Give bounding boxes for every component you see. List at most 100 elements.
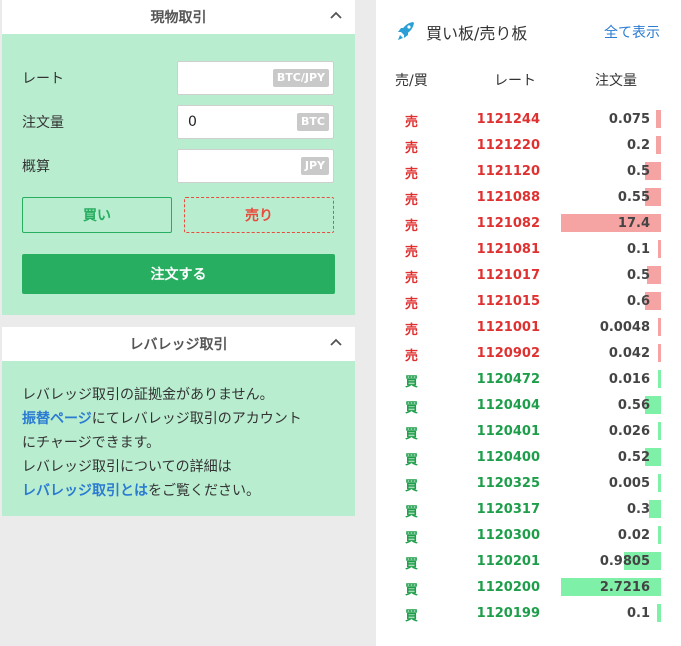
place-order-button[interactable]: 注文する [22,254,335,294]
depth-bar [645,162,661,180]
row-price: 1121017 [476,268,540,283]
order-book-row[interactable]: 売 1121015 0.6 [376,289,681,315]
amount-unit-badge: BTC [297,113,329,131]
order-book-row[interactable]: 売 1121244 0.075 [376,107,681,133]
leverage-info: レバレッジ取引の証拠金がありません。 振替ページにてレバレッジ取引のアカウント … [2,361,355,516]
row-price: 1121088 [476,190,540,205]
row-side: 売 [405,115,419,130]
leverage-panel-title: レバレッジ取引 [129,337,228,353]
row-side: 売 [405,245,419,260]
row-price: 1120325 [476,476,540,491]
order-book-row[interactable]: 売 1120902 0.042 [376,341,681,367]
depth-bar [649,500,661,518]
column-header-quantity: 注文量 [595,73,637,89]
depth-bar [647,266,661,284]
row-price: 1120200 [476,580,540,595]
row-quantity: 0.1 [626,242,650,257]
depth-bar [658,474,661,492]
rate-unit-badge: BTC/JPY [272,69,329,87]
buy-side-button[interactable]: 買い [22,197,172,233]
order-book-row[interactable]: 売 1121120 0.5 [376,159,681,185]
estimate-label: 概算 [22,159,50,175]
row-quantity: 0.02 [617,528,650,543]
order-book-row[interactable]: 買 1120199 0.1 [376,601,681,627]
row-side: 買 [405,479,419,494]
column-header-rate: レート [494,73,536,89]
order-book-row[interactable]: 買 1120400 0.52 [376,445,681,471]
row-side: 買 [405,401,419,416]
row-quantity: 0.042 [608,346,650,361]
row-quantity: 0.5 [626,268,650,283]
spot-order-form: レート BTC/JPY 注文量 0 BTC 概算 JPY 買い 売り 注文する [2,34,355,315]
spot-panel-title: 現物取引 [150,10,207,26]
depth-bar [658,526,661,544]
depth-bar [658,318,661,336]
row-price: 1120400 [476,450,540,465]
leverage-info-line: レバレッジ取引とはをご覧ください。 [22,483,260,499]
row-price: 1121001 [476,320,540,335]
row-price: 1120317 [476,502,540,517]
order-book-row[interactable]: 買 1120317 0.3 [376,497,681,523]
row-quantity: 0.016 [608,372,650,387]
order-book-row[interactable]: 売 1121082 17.4 [376,211,681,237]
amount-input[interactable]: 0 BTC [177,105,334,139]
order-book-row[interactable]: 買 1120200 2.7216 [376,575,681,601]
amount-row: 注文量 0 BTC [22,105,335,139]
order-book-row[interactable]: 売 1121088 0.55 [376,185,681,211]
row-quantity: 0.56 [617,398,650,413]
order-book-row[interactable]: 買 1120201 0.9805 [376,549,681,575]
order-book-title: 買い板/売り板 [426,24,528,43]
order-book-row[interactable]: 買 1120300 0.02 [376,523,681,549]
order-book-row[interactable]: 売 1121220 0.2 [376,133,681,159]
sell-side-button[interactable]: 売り [184,197,334,233]
row-quantity: 0.3 [626,502,650,517]
chevron-up-icon[interactable] [329,9,343,23]
depth-bar [656,136,661,154]
row-quantity: 0.075 [608,112,650,127]
order-book-row[interactable]: 売 1121017 0.5 [376,263,681,289]
depth-bar [645,396,661,414]
rate-input[interactable]: BTC/JPY [177,61,334,95]
row-side: 売 [405,323,419,338]
row-price: 1120472 [476,372,540,387]
row-quantity: 0.0048 [599,320,650,335]
spot-panel-header[interactable]: 現物取引 [2,0,355,34]
order-book-row[interactable]: 買 1120472 0.016 [376,367,681,393]
estimate-row: 概算 JPY [22,149,335,183]
chevron-up-icon[interactable] [329,336,343,350]
row-quantity: 2.7216 [599,580,650,595]
order-book-row[interactable]: 売 1121001 0.0048 [376,315,681,341]
row-price: 1120404 [476,398,540,413]
show-all-link[interactable]: 全て表示 [604,25,660,41]
order-book-row[interactable]: 買 1120325 0.005 [376,471,681,497]
leverage-info-line: レバレッジ取引の証拠金がありません。 [22,387,274,403]
transfer-page-link[interactable]: 振替ページ [22,411,92,427]
row-quantity: 0.1 [626,606,650,621]
depth-bar [645,448,661,466]
row-price: 1121081 [476,242,540,257]
row-quantity: 17.4 [617,216,650,231]
row-price: 1121015 [476,294,540,309]
row-quantity: 0.52 [617,450,650,465]
leverage-panel-header[interactable]: レバレッジ取引 [2,327,355,361]
order-book-row[interactable]: 買 1120401 0.026 [376,419,681,445]
depth-bar [561,214,661,232]
depth-bar [656,110,661,128]
order-book-row[interactable]: 売 1121081 0.1 [376,237,681,263]
order-book-row[interactable]: 買 1120404 0.56 [376,393,681,419]
row-side: 売 [405,219,419,234]
estimate-input[interactable]: JPY [177,149,334,183]
estimate-unit-badge: JPY [300,157,329,175]
row-price: 1120199 [476,606,540,621]
row-quantity: 0.55 [617,190,650,205]
row-price: 1121082 [476,216,540,231]
row-side: 買 [405,453,419,468]
row-quantity: 0.9805 [599,554,650,569]
row-side: 売 [405,297,419,312]
row-price: 1120201 [476,554,540,569]
depth-bar [657,604,661,622]
row-quantity: 0.5 [626,164,650,179]
order-book-panel: 買い板/売り板 全て表示 売/買 レート 注文量 売 1121244 0.075 売 1… [376,0,681,646]
row-side: 売 [405,193,419,208]
leverage-about-link[interactable]: レバレッジ取引とは [22,483,148,499]
